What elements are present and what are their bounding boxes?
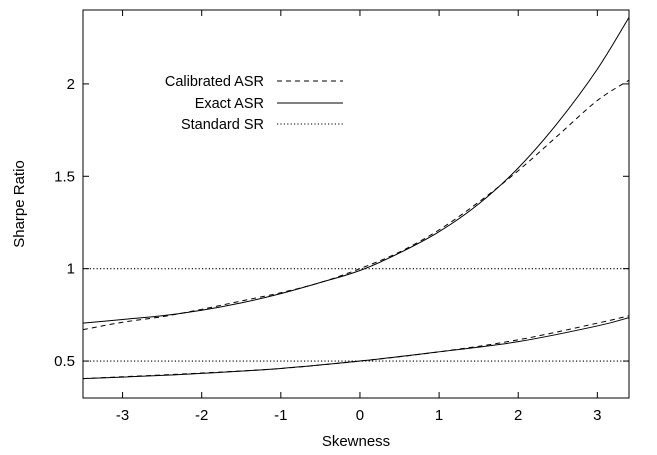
series-layer — [82, 17, 630, 380]
legend-label-calibrated-asr: Calibrated ASR — [165, 74, 264, 90]
calibrated-asr-line-2 — [82, 315, 630, 380]
legend: Calibrated ASR Exact ASR Standard SR — [165, 74, 343, 133]
exact-asr-line-2 — [82, 317, 630, 380]
y-tick-label: 0.5 — [54, 353, 75, 370]
x-tick-label: -2 — [195, 407, 208, 424]
legend-label-exact-asr: Exact ASR — [195, 96, 264, 112]
calibrated-asr-line-1 — [82, 79, 630, 331]
x-tick-label: -3 — [116, 407, 129, 424]
x-tick-label: 2 — [514, 407, 522, 424]
x-axis-label: Skewness — [322, 433, 390, 450]
x-tick-label: 1 — [435, 407, 443, 424]
y-axis-label: Sharpe Ratio — [11, 160, 28, 248]
legend-label-standard-sr: Standard SR — [181, 117, 264, 133]
x-tick-label: 0 — [356, 407, 364, 424]
ticks-layer: -3 -2 -1 0 1 2 3 0.5 1 1.5 2 — [54, 10, 629, 424]
x-tick-label: 3 — [593, 407, 601, 424]
plot-frame — [82, 9, 630, 399]
y-tick-label: 1 — [67, 261, 75, 278]
exact-asr-line-1 — [82, 17, 630, 324]
y-tick-label: 1.5 — [54, 168, 75, 185]
y-tick-label: 2 — [67, 76, 75, 93]
x-tick-label: -1 — [274, 407, 287, 424]
